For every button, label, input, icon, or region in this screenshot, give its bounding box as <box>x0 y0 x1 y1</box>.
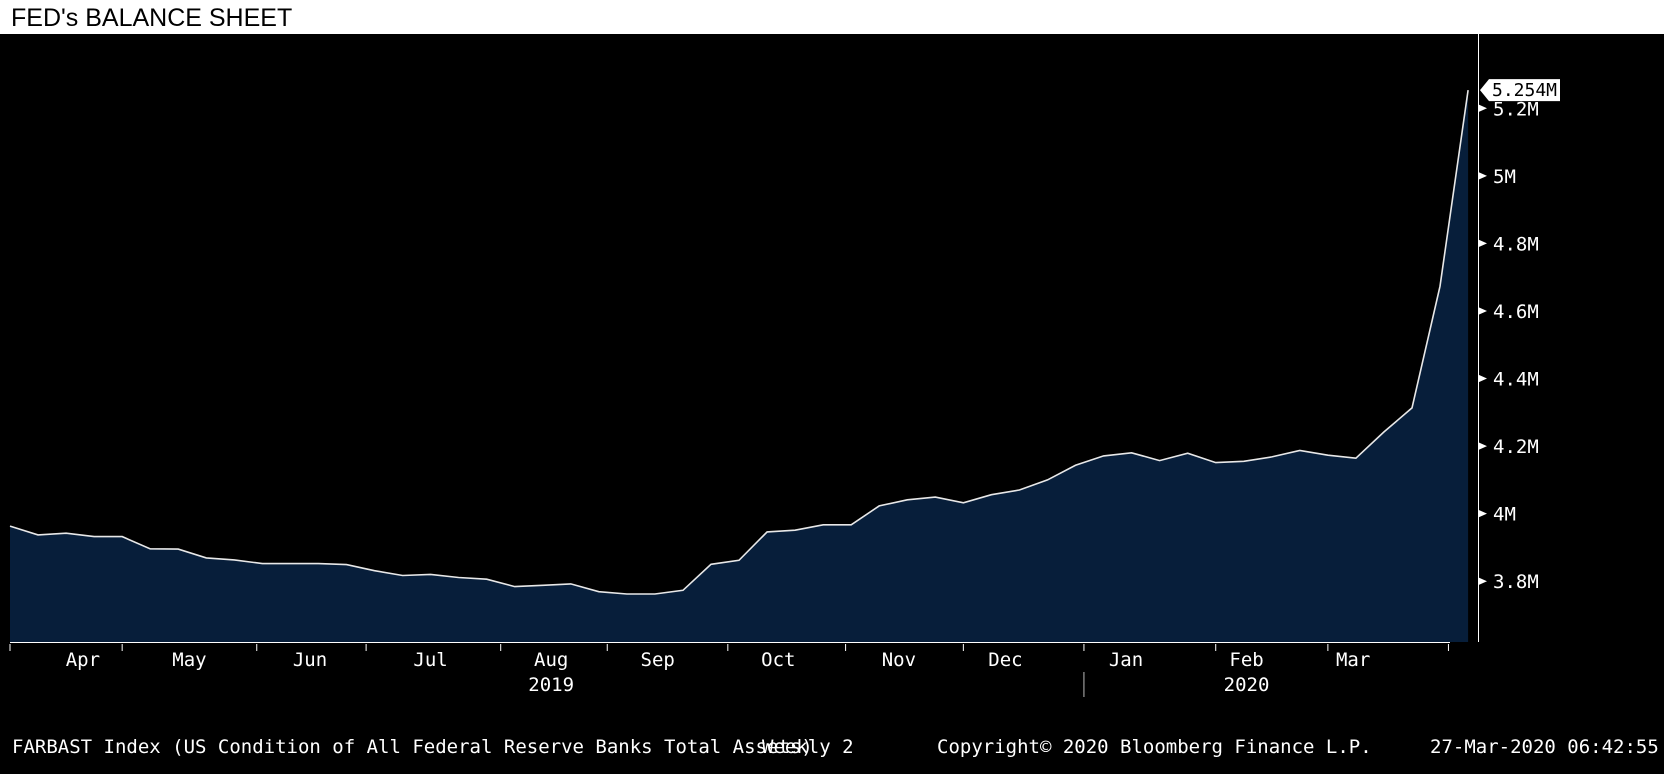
x-tick-label: Mar <box>1336 649 1370 671</box>
y-tick-mark <box>1478 239 1487 248</box>
y-tick-label: 4.4M <box>1493 369 1539 391</box>
y-tick-label: 4.2M <box>1493 436 1539 458</box>
x-year-label: 2019 <box>528 674 574 696</box>
footer-description: FARBAST Index (US Condition of All Feder… <box>12 736 813 758</box>
y-tick-mark <box>1478 171 1487 180</box>
footer-frequency: Weekly 2 <box>762 736 854 758</box>
x-tick-label: Oct <box>761 649 795 671</box>
y-tick-label: 4.8M <box>1493 233 1539 255</box>
x-tick-label: May <box>172 649 206 671</box>
x-tick-label: Apr <box>66 649 100 671</box>
series-line <box>9 89 1469 595</box>
y-tick-label: 5M <box>1493 166 1516 188</box>
chart-title: FED's BALANCE SHEET <box>11 4 293 32</box>
y-tick-label: 4M <box>1493 504 1516 526</box>
y-axis: 3.8M 4M 4.2M 4.4M 4.6M 4.8M 5M 5.2M <box>1478 34 1539 642</box>
x-tick-label: Feb <box>1229 649 1263 671</box>
chart-background <box>0 34 1664 774</box>
plot-area <box>9 89 1469 643</box>
x-axis: Apr May Jun Jul Aug Sep Oct Nov Dec Jan Feb Mar 2019… <box>9 644 1449 697</box>
footer-copyright: Copyright© 2020 Bloomberg Finance L.P. <box>937 736 1372 758</box>
last-value-box <box>1480 79 1560 102</box>
x-tick-label: Jun <box>293 649 327 671</box>
x-tick-label: Jan <box>1109 649 1143 671</box>
y-tick-label: 3.8M <box>1493 571 1539 593</box>
y-tick-label: 5.2M <box>1493 98 1539 120</box>
last-value-tag: 5.254M <box>1480 79 1560 102</box>
y-tick-mark <box>1478 104 1487 113</box>
y-tick-label: 4.6M <box>1493 301 1539 323</box>
y-tick-mark <box>1478 509 1487 518</box>
last-value-label: 5.254M <box>1492 80 1557 101</box>
x-tick-label: Aug <box>534 649 568 671</box>
x-tick-label: Sep <box>641 649 675 671</box>
series-area <box>10 90 1469 643</box>
y-tick-mark <box>1478 306 1487 315</box>
x-tick-label: Jul <box>413 649 447 671</box>
y-tick-mark <box>1478 577 1487 586</box>
y-tick-mark <box>1478 442 1487 451</box>
x-tick-label: Nov <box>882 649 916 671</box>
x-tick-label: Dec <box>988 649 1022 671</box>
footer-timestamp: 27-Mar-2020 06:42:55 <box>1430 736 1659 758</box>
y-tick-mark <box>1478 374 1487 383</box>
x-year-label: 2020 <box>1224 674 1270 696</box>
